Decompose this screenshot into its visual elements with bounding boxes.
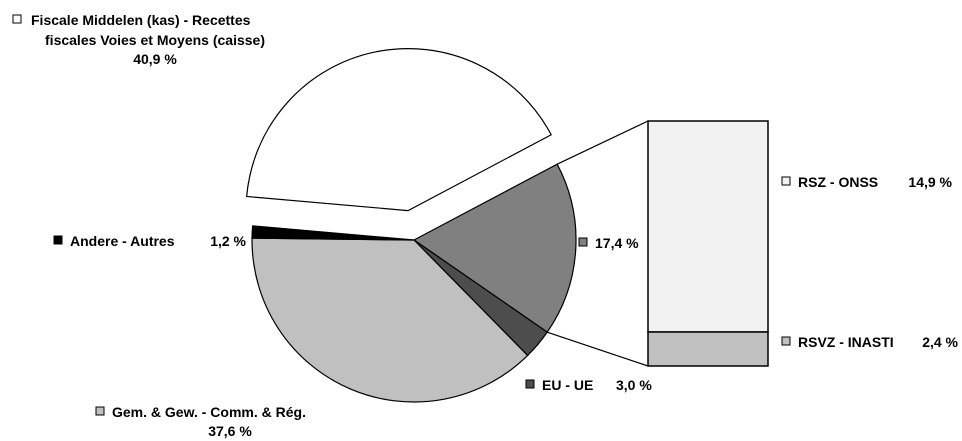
connector-line-top [556,120,649,165]
label-eu-pct: 3,0 % [616,377,652,393]
pie-slice-social-security [412,163,577,333]
pie-slice-other [251,225,415,241]
label-rsz-onss-pct: 14,9 % [908,174,952,190]
label-fiscal-pct: 40,9 % [133,51,177,67]
label-other-pct: 1,2 % [210,233,246,249]
legend-marker-communities-regions [95,406,105,416]
pie-slice-fiscal [246,48,553,212]
pie-slice-communities-regions [251,237,529,403]
legend-marker-rsvz-inasti [781,336,791,346]
label-eu: EU - UE [542,377,593,393]
label-fiscal-line1: Fiscale Middelen (kas) - Recettes [31,12,251,28]
connector-line-bottom [547,331,649,367]
legend-marker-other [53,235,63,245]
label-social-pct: 17,4 % [595,235,639,251]
label-rsvz-inasti-pct: 2,4 % [922,334,958,350]
legend-marker-social [578,237,588,247]
label-communities-regions: Gem. & Gew. - Comm. & Rég. [112,404,306,420]
label-communities-regions-pct: 37,6 % [208,423,252,439]
label-rsvz-inasti: RSVZ - INASTI [798,334,894,350]
bar-segment-rsvz-inasti [647,331,769,367]
legend-marker-eu [525,379,535,389]
label-other: Andere - Autres [70,233,175,249]
label-fiscal-line2: fiscales Voies et Moyens (caisse) [45,32,265,48]
label-rsz-onss: RSZ - ONSS [798,174,878,190]
legend-marker-rsz-onss [781,176,791,186]
legend-marker-fiscal [12,14,22,24]
bar-segment-rsz-onss [647,120,769,333]
